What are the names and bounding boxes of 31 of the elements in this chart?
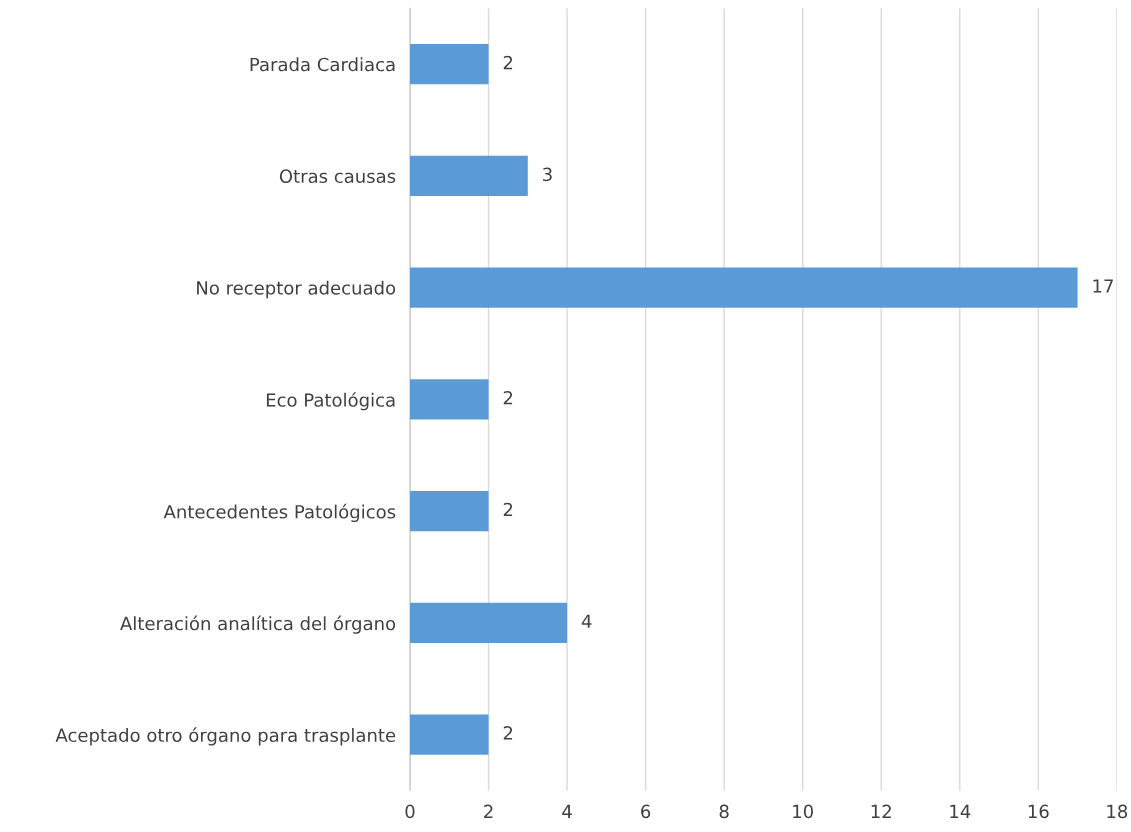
data-label: 4 bbox=[581, 614, 592, 628]
data-label: 17 bbox=[1093, 279, 1113, 293]
bar bbox=[409, 44, 489, 85]
data-label: 3 bbox=[543, 167, 552, 182]
x-tick-label: 18 bbox=[1107, 804, 1128, 819]
y-tick-label: Aceptado otro órgano para trasplante bbox=[55, 727, 396, 746]
data-label: 2 bbox=[503, 502, 513, 517]
bar bbox=[409, 155, 528, 197]
x-tick-label: 4 bbox=[562, 804, 572, 819]
bar bbox=[409, 602, 568, 643]
x-tick-label: 8 bbox=[719, 804, 729, 819]
x-tick-label: 14 bbox=[950, 804, 971, 819]
y-tick-label: Otras causas bbox=[279, 169, 396, 184]
y-tick-label: Eco Patológica bbox=[266, 392, 395, 411]
y-tick-label: Parada Cardiaca bbox=[250, 57, 395, 72]
x-tick-label: 16 bbox=[1028, 804, 1049, 819]
x-tick-label: 10 bbox=[793, 804, 813, 819]
bar bbox=[409, 714, 489, 755]
y-tick-label: Antecedentes Patológicos bbox=[163, 503, 396, 523]
bar bbox=[409, 267, 1078, 308]
x-tick-label: 12 bbox=[871, 804, 891, 819]
x-tick-label: 0 bbox=[405, 804, 415, 819]
y-tick-label: Alteración analítica del órgano bbox=[120, 615, 396, 634]
data-label: 2 bbox=[503, 726, 513, 740]
x-tick-label: 6 bbox=[641, 804, 651, 819]
data-label: 2 bbox=[503, 390, 513, 405]
y-tick-label: No receptor adecuado bbox=[197, 280, 396, 299]
x-tick-label: 2 bbox=[484, 804, 493, 819]
data-label: 2 bbox=[503, 55, 513, 70]
bar bbox=[409, 490, 489, 532]
bar bbox=[409, 379, 489, 420]
